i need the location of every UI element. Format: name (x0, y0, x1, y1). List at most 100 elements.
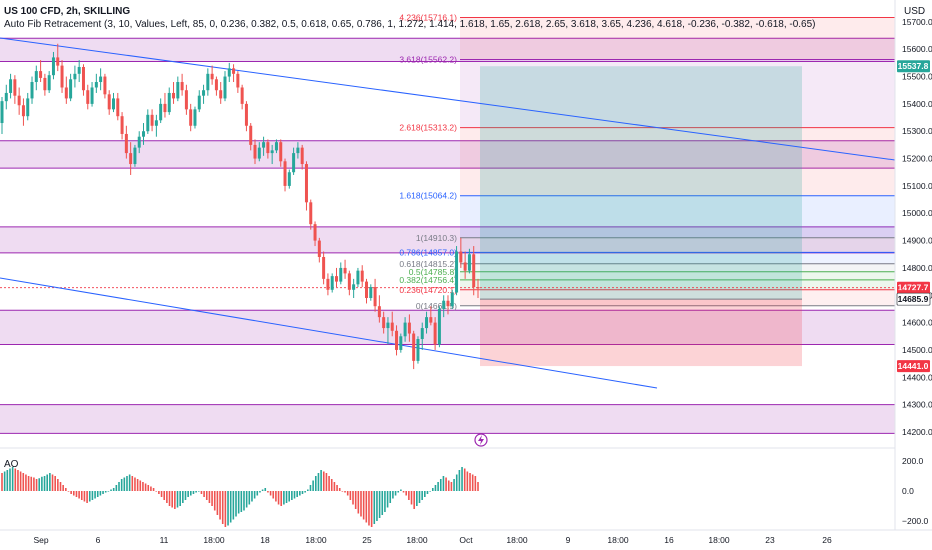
ao-bar (128, 474, 131, 491)
zones-layer (0, 37, 895, 434)
candle-body (129, 153, 133, 165)
ao-bar (253, 491, 256, 499)
candle-body (317, 240, 321, 257)
candle-body (433, 322, 437, 345)
candle-body (467, 254, 471, 271)
fib-band (460, 59, 895, 128)
candle-body (26, 98, 30, 117)
ao-bar (147, 485, 150, 491)
candle-body (142, 131, 146, 137)
ao-bar (33, 477, 35, 491)
ao-bar (200, 491, 203, 494)
ao-bar (83, 491, 86, 502)
candle-body (64, 87, 68, 99)
candle-body (189, 109, 193, 126)
candle-body (446, 300, 450, 307)
event-marker[interactable] (474, 433, 488, 447)
ao-bar (150, 486, 152, 491)
indicator-legend[interactable]: Auto Fib Retracement (3, 10, Values, Lef… (4, 19, 816, 30)
long-position-tool[interactable] (0, 66, 895, 367)
ao-bar (455, 474, 458, 491)
ao-bar (182, 491, 184, 503)
ao-bar (131, 476, 134, 491)
zone-band (0, 38, 895, 62)
ao-bar (123, 477, 126, 491)
ao-bar (1, 473, 3, 491)
ao-bar (421, 491, 423, 500)
candle-body (343, 267, 347, 274)
price-tick-label: 15300.0 (902, 126, 932, 136)
trendlines[interactable] (0, 37, 896, 389)
candle-body (279, 142, 283, 162)
ao-bar (54, 476, 56, 491)
ao-bar (213, 491, 216, 511)
ao-bar (413, 491, 415, 509)
candle-body (232, 68, 236, 74)
price-label-bg (897, 360, 930, 373)
ao-bar (248, 491, 251, 505)
ao-bar (65, 488, 67, 491)
time-tick-label: Oct (459, 535, 473, 545)
candle-body (403, 322, 407, 337)
ao-bar (243, 491, 245, 511)
ao-bar (139, 480, 142, 491)
candle-body (107, 94, 111, 110)
ao-bar (152, 488, 155, 491)
candle-body (262, 142, 266, 148)
ao-bar (205, 491, 208, 500)
ao-bar (78, 491, 80, 499)
ao-bar (264, 488, 267, 491)
ao-bar (120, 479, 123, 491)
ao-bar (227, 491, 229, 526)
fib-level-label: 0.236(14720.1) (399, 285, 457, 295)
ao-bar (115, 485, 118, 491)
ao-bar (474, 476, 477, 491)
fib-level-label: 0(14661.5) (416, 301, 457, 311)
ao-bar (256, 491, 259, 496)
candle-body (386, 322, 390, 329)
ao-bar (418, 491, 421, 503)
candle-body (202, 90, 206, 96)
ao-bar (410, 491, 413, 505)
ao-bar (67, 491, 70, 492)
ao-bar (51, 474, 54, 491)
ao-bar (386, 491, 389, 508)
ao-bar (434, 485, 437, 491)
fib-level-label: 0.382(14756.4) (399, 275, 457, 285)
candle-body (326, 278, 330, 290)
candle-body (425, 317, 429, 329)
ao-bar (471, 474, 474, 491)
candle-body (437, 308, 441, 345)
candle-body (60, 65, 64, 88)
price-tick-label: 15100.0 (902, 181, 932, 191)
ao-bar (299, 491, 301, 496)
ao-bar (349, 491, 352, 500)
candle-body (322, 256, 326, 279)
ao-pane-label[interactable]: AO (4, 459, 19, 470)
ao-bar (224, 491, 227, 527)
price-tick-label: 14900.0 (902, 236, 932, 246)
ao-bar (14, 468, 17, 491)
fib-band (460, 252, 895, 264)
ao-bar (184, 491, 187, 500)
ao-bar (126, 476, 128, 491)
ao-tick-label: −200.0 (902, 516, 929, 526)
ao-bar (296, 491, 298, 497)
candle-body (193, 109, 197, 126)
candle-body (69, 79, 73, 99)
candle-body (442, 300, 446, 309)
candle-body (176, 82, 180, 99)
candle-body (369, 287, 373, 298)
ao-bar (461, 467, 463, 491)
ao-bar (458, 470, 461, 491)
chart-title: US 100 CFD, 2h, SKILLING (4, 6, 131, 17)
ao-bar (370, 491, 373, 527)
time-tick-label: 18:00 (607, 535, 629, 545)
ao-bar (309, 485, 312, 491)
loss-zone (480, 299, 802, 367)
ao-bar (35, 479, 38, 491)
ao-bar (102, 491, 104, 494)
candle-body (77, 66, 81, 74)
fib-level-label: 0.786(14857.0) (399, 247, 457, 257)
